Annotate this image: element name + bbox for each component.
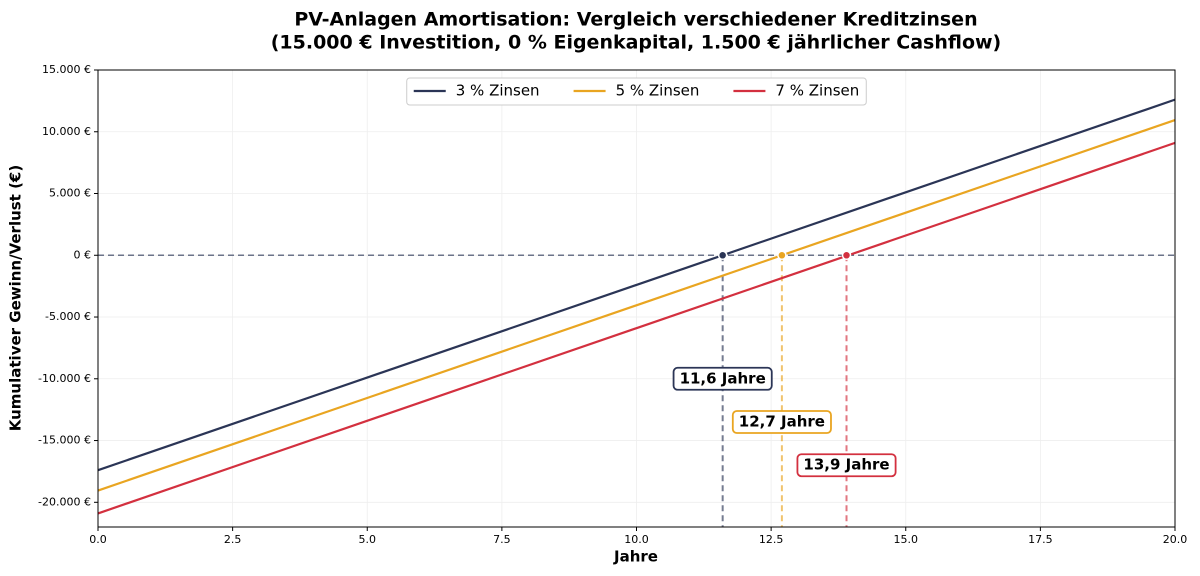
break-even-label: 11,6 Jahre [680,369,766,387]
legend: 3 % Zinsen 5 % Zinsen 7 % Zinsen [406,77,867,106]
x-tick-label: 5.0 [359,533,377,546]
y-tick-label: -10.000 € [38,372,91,385]
label-box [672,366,773,391]
y-tick-label: 5.000 € [49,187,91,200]
x-tick-label: 10.0 [624,533,649,546]
legend-item: 3 % Zinsen [413,82,540,100]
x-tick-label: 2.5 [224,533,242,546]
x-axis-label: Jahre [613,548,658,566]
y-tick-label: -20.000 € [38,495,91,508]
chart-title: PV-Anlagen Amortisation: Vergleich versc… [294,9,977,31]
x-tick-label: 7.5 [493,533,511,546]
break-even-label: 13,9 Jahre [803,456,889,474]
x-tick-label: 15.0 [894,533,919,546]
x-tick-label: 12.5 [759,533,784,546]
legend-label: 7 % Zinsen [775,82,859,100]
plot-frame [97,69,1176,528]
label-box [731,410,832,434]
y-tick-label: -15.000 € [38,434,91,447]
x-tick-label: 0.0 [89,533,107,546]
legend-box [406,77,867,106]
y-tick-label: 10.000 € [42,125,91,138]
legend-label: 3 % Zinsen [456,82,540,100]
break-even-point [841,250,852,261]
y-tick-label: 15.000 € [42,63,91,76]
line-series [97,141,1176,515]
break-even-point [777,250,787,261]
line-series [97,118,1176,492]
line-series [97,98,1176,472]
break-even-label: 12,7 Jahre [739,413,825,431]
legend-label: 5 % Zinsen [616,82,700,100]
y-tick-label: 0 € [74,248,92,261]
label-box [796,453,897,478]
break-even-point [717,250,728,261]
y-tick-label: -5.000 € [45,310,91,323]
chart-subtitle: (15.000 € Investition, 0 % Eigenkapital,… [271,32,1001,54]
x-tick-label: 20.0 [1163,533,1188,546]
x-tick-label: 17.5 [1028,533,1053,546]
legend-item: 5 % Zinsen [573,82,700,100]
y-axis-label: Kumulativer Gewinn/Verlust (€) [7,165,25,431]
legend-item: 7 % Zinsen [733,82,859,100]
